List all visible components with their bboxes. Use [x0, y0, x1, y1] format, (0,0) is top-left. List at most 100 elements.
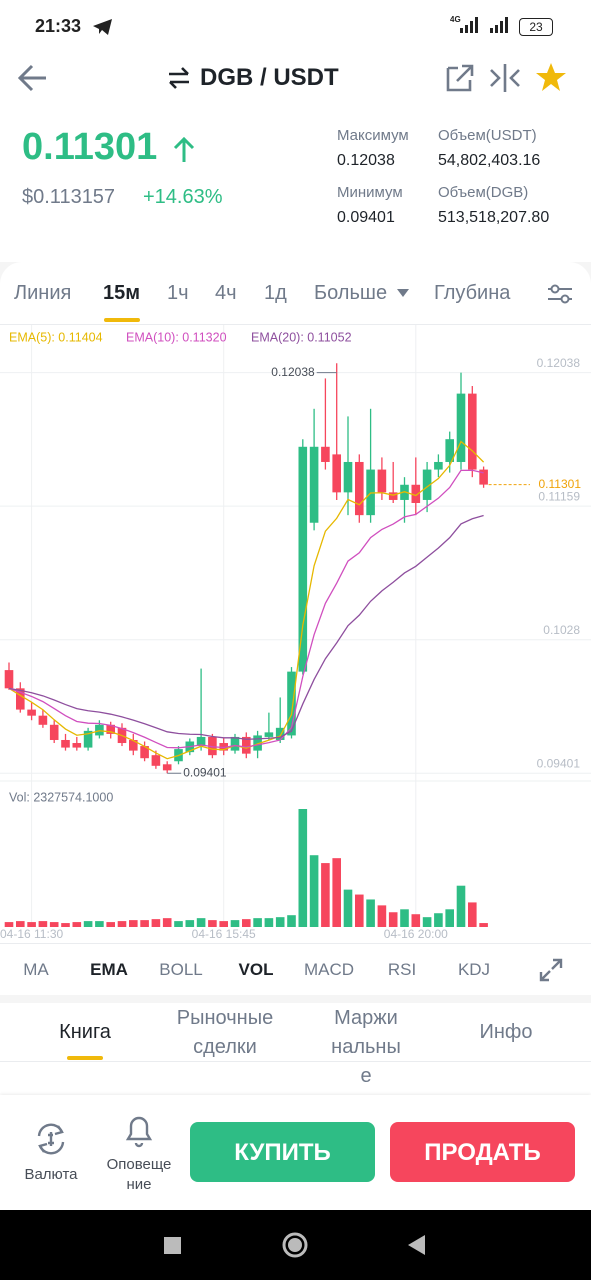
stat-value: 54,802,403.16 [438, 152, 541, 169]
volume-bar [264, 918, 274, 927]
divider [0, 1061, 591, 1062]
volume-bar [343, 889, 353, 927]
compare-icon[interactable] [488, 62, 522, 94]
section-tab[interactable]: Маржинальные [331, 1007, 401, 1087]
interval-tab[interactable]: Линия [14, 282, 72, 304]
indicator-tab[interactable]: MACD [303, 960, 355, 979]
stat-value: 0.09401 [337, 209, 395, 226]
volume-label: Vol: 2327574.1000 [9, 790, 113, 804]
candle-body [411, 484, 421, 503]
section-tab[interactable]: Инфо [479, 1021, 533, 1043]
status-time: 21:33 [35, 16, 82, 36]
volume-bar [49, 922, 59, 927]
candle-body [287, 671, 296, 736]
share-icon[interactable] [444, 62, 476, 94]
volume-bar [208, 920, 217, 927]
volume-bar [355, 894, 364, 927]
chart: 0.09401 0.1028 0.11159 0.12038 04-16 11:30 04… [0, 325, 591, 941]
volume-bar [253, 918, 262, 927]
alert-icon[interactable] [123, 1112, 155, 1148]
y-tick-label: 0.1028 [543, 623, 580, 637]
nav-buttons[interactable] [160, 1230, 440, 1260]
stat-label: Минимум [337, 184, 403, 201]
y-tick-label: 0.11159 [538, 489, 580, 503]
interval-tab[interactable]: 15м [103, 282, 141, 304]
candle-body [355, 461, 364, 516]
currency-icon[interactable] [34, 1122, 68, 1156]
candle-body [16, 688, 25, 710]
sell-button[interactable]: ПРОДАТЬ [390, 1122, 575, 1182]
volume-bar [106, 922, 115, 927]
divider [0, 943, 591, 944]
candle-body [83, 730, 93, 748]
fullscreen-icon[interactable] [538, 957, 564, 983]
volume-bar [196, 918, 206, 927]
volume-bar [332, 858, 341, 927]
indicator-tab[interactable]: BOLL [159, 960, 203, 979]
telegram-icon [93, 19, 112, 35]
ema-legend: EMA(10): 0.11320 [126, 330, 227, 344]
settings-icon[interactable] [546, 282, 574, 306]
indicator-tab[interactable]: MA [23, 960, 49, 979]
volume-bar [377, 905, 387, 927]
stat-value: 0.12038 [337, 152, 395, 169]
change-percent: +14.63% [143, 186, 223, 208]
section-tab[interactable]: Книга [59, 1021, 111, 1043]
back-button[interactable] [16, 62, 50, 94]
ema-line [8, 469, 484, 749]
volume-bar [219, 921, 228, 927]
signal-icons [460, 17, 508, 33]
buy-button[interactable]: КУПИТЬ [190, 1122, 375, 1182]
up-arrow [173, 136, 195, 162]
stat-label: Максимум [337, 127, 409, 144]
candle-body [49, 724, 59, 740]
volume-bar [185, 920, 195, 927]
candle-body [95, 724, 104, 736]
volume-bar [27, 922, 36, 927]
section-tab[interactable]: Рыночные сделки [176, 1007, 274, 1058]
interval-tab[interactable]: 1ч [167, 282, 189, 304]
volume-bar [38, 921, 48, 927]
volume-bar [72, 922, 82, 927]
candle-body [388, 492, 398, 500]
volume-bar [445, 909, 454, 927]
interval-tab[interactable]: 4ч [215, 282, 237, 304]
indicator-tab[interactable]: VOL [238, 960, 274, 979]
x-tick-label: 04-16 11:30 [0, 927, 63, 941]
volume-bar [83, 921, 93, 927]
alert-label[interactable]: Оповещение [106, 1156, 172, 1193]
candle-body [162, 764, 172, 771]
volume-bar [4, 922, 14, 927]
candle-body [230, 736, 240, 751]
candle-body [377, 469, 387, 493]
ema-legend: EMA(5): 0.11404 [9, 330, 103, 344]
usd-price: $0.113157 [22, 186, 116, 208]
y-tick-label: 0.12038 [537, 356, 581, 370]
interval-tab[interactable]: Глубина [434, 282, 511, 304]
volume-bar [129, 920, 138, 927]
pair-title[interactable]: DGB / USDT [200, 64, 339, 91]
active-indicator [104, 318, 140, 322]
candle-body [468, 393, 477, 470]
swap-icon[interactable] [166, 66, 192, 90]
favorite-star[interactable] [534, 61, 568, 93]
currency-label[interactable]: Валюта [24, 1166, 78, 1183]
volume-bar [287, 915, 296, 927]
interval-tab[interactable]: 1д [264, 282, 287, 304]
volume-bar [321, 863, 330, 927]
section-card [0, 1003, 591, 1095]
candle-body [275, 727, 285, 740]
indicator-tab[interactable]: RSI [387, 960, 417, 979]
network-label: 4G [450, 15, 461, 24]
battery: 23 [519, 18, 553, 36]
x-tick-label: 04-16 20:00 [384, 927, 448, 941]
candle-body [151, 755, 161, 766]
candle-body [208, 736, 217, 756]
candle-body [479, 469, 488, 485]
indicator-tab[interactable]: KDJ [457, 960, 491, 979]
interval-tab[interactable]: Больше [314, 282, 388, 304]
candle-body [343, 461, 353, 493]
indicator-tab[interactable]: EMA [90, 960, 128, 979]
dropdown-caret [397, 289, 409, 297]
y-tick-label: 0.09401 [537, 756, 581, 770]
